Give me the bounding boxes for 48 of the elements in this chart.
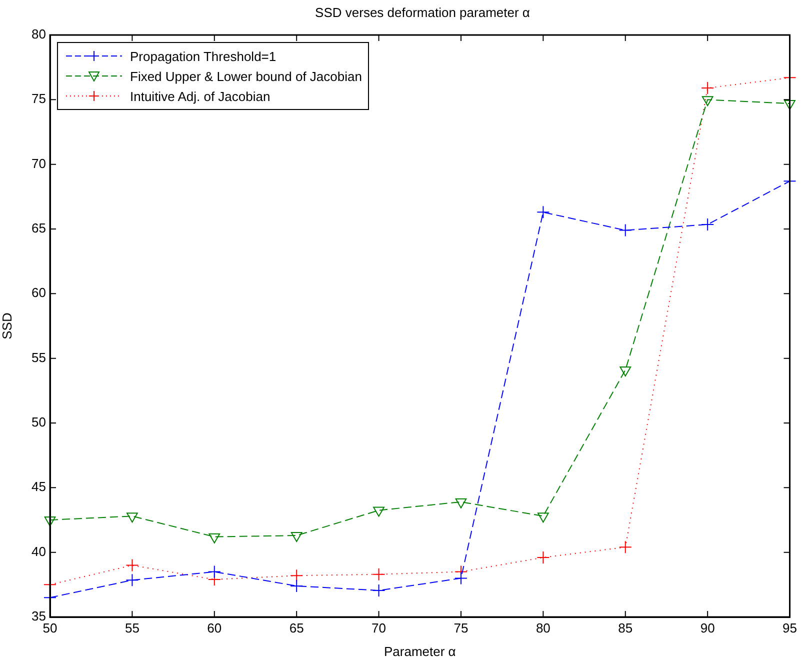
legend-label: Intuitive Adj. of Jacobian [130, 88, 270, 104]
x-tick-label: 60 [207, 620, 222, 636]
point [536, 206, 550, 219]
x-tick-label: 65 [289, 620, 304, 636]
y-tick-label: 45 [32, 479, 46, 494]
x-tick-label: 95 [782, 620, 798, 636]
point [290, 569, 304, 582]
point [373, 506, 384, 517]
point [618, 224, 632, 237]
y-tick-label: 70 [32, 156, 46, 171]
point [126, 558, 139, 572]
y-tick-label: 60 [32, 285, 46, 300]
point [454, 572, 468, 585]
y-tick-label: 50 [32, 414, 46, 430]
point [784, 100, 796, 110]
point [372, 568, 386, 581]
x-axis-title: Parameter α [384, 644, 456, 659]
point [290, 579, 304, 592]
chart-title: SSD verses deformation parameter α [314, 5, 531, 20]
point [126, 574, 139, 587]
x-tick-label: 55 [124, 620, 140, 636]
y-tick-label: 75 [32, 91, 46, 106]
legend-label: Propagation Threshold=1 [130, 48, 276, 64]
x-tick-label: 90 [700, 620, 715, 636]
x-tick-label: 75 [454, 620, 468, 636]
point [208, 565, 221, 578]
x-tick-label: 80 [536, 620, 550, 636]
y-tick-label: 80 [32, 26, 46, 42]
point [536, 551, 550, 564]
point [455, 498, 467, 508]
y-axis-title: SSD [0, 312, 14, 340]
point [702, 96, 714, 106]
point [372, 584, 386, 597]
point [208, 533, 220, 544]
point [44, 516, 56, 526]
point [537, 512, 549, 523]
y-tick-label: 65 [32, 220, 46, 236]
point [126, 512, 138, 523]
point [701, 82, 714, 95]
point [701, 218, 714, 231]
y-tick-label: 40 [32, 544, 46, 559]
point [618, 540, 632, 554]
legend-label: Fixed Upper & Lower bound of Jacobian [130, 68, 362, 84]
point [620, 366, 632, 376]
x-tick-label: 70 [372, 620, 386, 636]
y-tick-label: 55 [32, 350, 46, 365]
x-tick-label: 85 [618, 620, 633, 636]
point [290, 532, 302, 542]
